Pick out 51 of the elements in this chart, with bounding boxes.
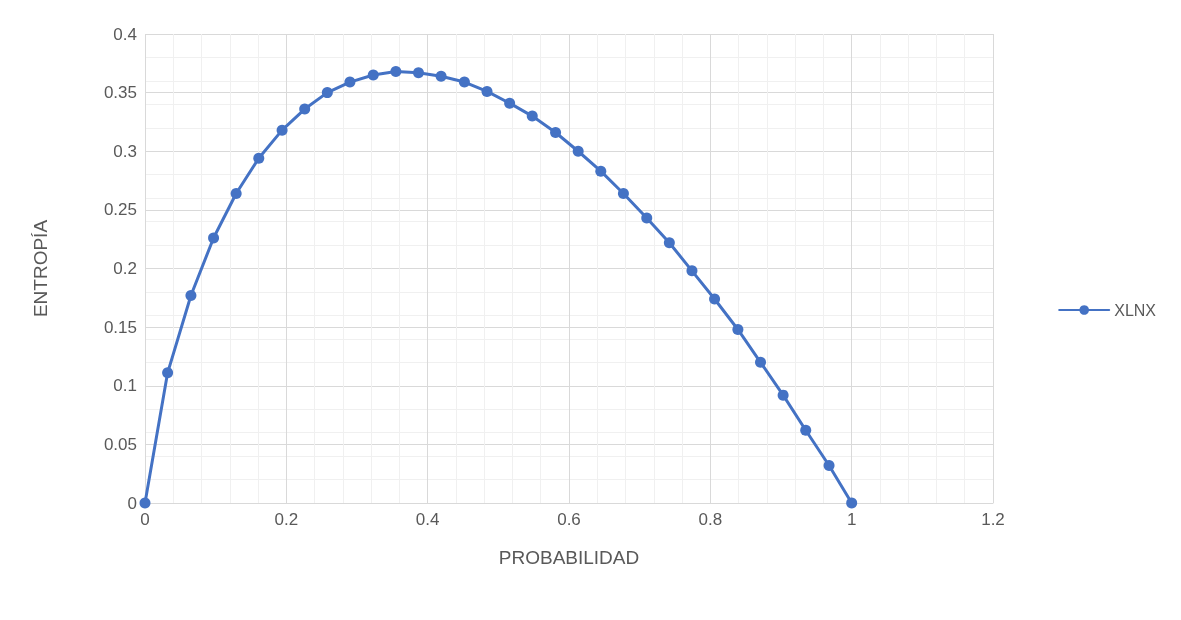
point bbox=[686, 265, 698, 277]
x-tick-label: 0.4 bbox=[415, 510, 440, 529]
y-tick-label: 0.15 bbox=[103, 317, 137, 337]
point bbox=[663, 237, 675, 249]
point bbox=[617, 187, 629, 199]
x-tick-label: 1 bbox=[846, 510, 857, 529]
point bbox=[412, 67, 424, 79]
point bbox=[846, 497, 858, 509]
point bbox=[276, 124, 288, 136]
point bbox=[526, 110, 538, 122]
point bbox=[253, 152, 265, 164]
point bbox=[572, 145, 584, 157]
point bbox=[550, 126, 562, 138]
point bbox=[344, 76, 356, 88]
y-axis-title: ENTROPÍA bbox=[30, 219, 51, 318]
legend-label: XLNX bbox=[1114, 301, 1157, 319]
point bbox=[641, 212, 653, 224]
point bbox=[367, 69, 379, 81]
point bbox=[185, 289, 197, 301]
point bbox=[321, 87, 333, 99]
y-tick-label: 0.4 bbox=[113, 24, 137, 44]
point bbox=[504, 97, 516, 109]
x-tick-label: 0 bbox=[140, 510, 150, 529]
point bbox=[595, 165, 607, 177]
y-tick-label: 0.1 bbox=[113, 376, 137, 396]
point bbox=[732, 323, 744, 335]
point bbox=[755, 356, 767, 368]
x-tick-label: 0.2 bbox=[274, 510, 299, 529]
point bbox=[230, 187, 242, 199]
x-axis-title: PROBABILIDAD bbox=[498, 547, 640, 568]
x-tick-label: 1.2 bbox=[981, 510, 1005, 529]
point bbox=[800, 424, 812, 436]
point bbox=[390, 66, 402, 78]
point bbox=[458, 76, 470, 88]
x-tick-label: 0.6 bbox=[557, 510, 581, 529]
point bbox=[481, 85, 493, 97]
y-tick-label: 0 bbox=[127, 493, 137, 513]
point bbox=[139, 497, 151, 509]
point bbox=[823, 459, 835, 471]
y-tick-label: 0.3 bbox=[113, 141, 137, 161]
point bbox=[299, 103, 311, 115]
y-tick-label: 0.05 bbox=[103, 434, 137, 454]
y-tick-label: 0.2 bbox=[113, 259, 137, 278]
y-tick-label: 0.35 bbox=[103, 83, 137, 103]
point bbox=[208, 232, 220, 244]
y-tick-label: 0.25 bbox=[103, 200, 137, 220]
point bbox=[162, 367, 174, 379]
point bbox=[777, 389, 789, 401]
x-tick-label: 0.8 bbox=[698, 510, 723, 529]
point bbox=[709, 293, 721, 305]
point bbox=[435, 70, 447, 82]
